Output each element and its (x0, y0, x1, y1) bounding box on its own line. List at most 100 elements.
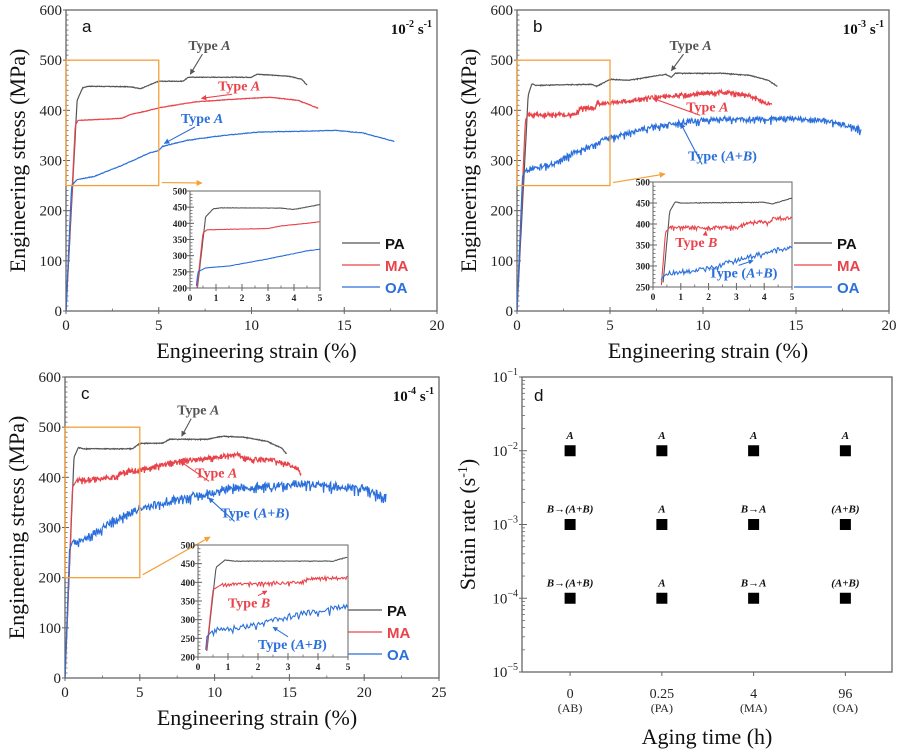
inset-curves (660, 197, 792, 286)
annotation-part: ) (752, 150, 757, 165)
tick-exponent: −1 (507, 367, 518, 378)
y-tick-label: 100 (39, 621, 62, 637)
y-tick-label: 0 (54, 671, 62, 687)
y-tick-label: 10−2 (492, 441, 518, 460)
annotation-part: Type (181, 112, 214, 127)
data-point-marker (748, 519, 760, 530)
legend-label-OA: OA (387, 647, 410, 664)
inset-y-tick-label: 300 (181, 616, 196, 626)
annotation-part: A (725, 150, 735, 165)
zoom-region-box (65, 59, 160, 187)
annotation-part: Type (670, 39, 703, 54)
annotation-part: Type (686, 100, 719, 115)
x-category-sublabel: (OA) (833, 701, 858, 715)
curve-MA (65, 450, 302, 678)
annotation-part: Type ( (258, 638, 296, 653)
x-tick-label: 10 (207, 685, 222, 701)
mechanism-label: A (657, 577, 665, 589)
annotation-part: A (294, 638, 304, 653)
y-tick-label: 100 (40, 254, 63, 270)
x-tick-label: 0 (513, 318, 521, 334)
type-annotation: Type A (686, 100, 728, 115)
x-tick-label: 5 (606, 318, 614, 334)
inset-type-annotation: Type (A+B) (258, 638, 327, 653)
legend-label-PA: PA (385, 236, 405, 253)
annotation-part: Type ( (688, 150, 726, 165)
legend-label-PA: PA (387, 603, 407, 620)
annotation-part: B (707, 236, 717, 251)
inset-x-tick-label: 2 (706, 293, 711, 303)
annotation-arrow (200, 93, 233, 101)
inset-annotation-arrow (257, 590, 268, 597)
inset-y-tick-label: 250 (636, 284, 651, 294)
inset-x-tick-label: 0 (196, 663, 201, 673)
curve-OA (65, 479, 387, 678)
annotation-part: Type (177, 404, 210, 419)
y-axis-title: Strain rate (s-1) (455, 459, 480, 590)
inset-y-tick-label: 500 (173, 188, 188, 198)
data-point-marker (839, 592, 851, 604)
x-tick-label: 15 (789, 318, 804, 334)
annotation-part: A (220, 39, 230, 54)
y-tick-label: 500 (40, 53, 63, 69)
annotation-part: A (257, 506, 267, 521)
inset-x-tick-label: 0 (651, 293, 656, 303)
mechanism-label: A (749, 430, 757, 442)
y-title-text: Strain rate (s (455, 478, 480, 590)
superscript: -1 (426, 386, 434, 397)
mechanism-label: B→(A+B) (546, 577, 594, 589)
data-point-marker (564, 592, 576, 604)
inset-type-annotation: Type B (675, 236, 717, 251)
superscript: -1 (876, 19, 884, 30)
x-axis-title: Aging time (h) (642, 724, 773, 749)
inset-curve-MA (205, 574, 348, 652)
strain-rate-label: 10-3 s-1 (843, 19, 884, 38)
tick-base: 10 (492, 518, 507, 534)
mechanism-label: A (841, 430, 849, 442)
zoom-region-box (64, 426, 141, 579)
inset-x-tick-label: 4 (762, 293, 767, 303)
rate-text: 10 (843, 22, 858, 38)
type-annotation: Type (A+B) (688, 150, 757, 165)
annotation-part: + (735, 150, 743, 165)
legend-label-MA: MA (385, 258, 408, 275)
inset-x-tick-label: 0 (188, 294, 193, 304)
inset-curve-PA (662, 197, 792, 283)
annotation-arrow (179, 460, 210, 482)
x-tick-label: 20 (882, 318, 897, 334)
x-tick-label: 0 (62, 318, 70, 334)
inset-curve-OA (660, 245, 792, 281)
panel-letter: a (82, 17, 92, 36)
y-tick-label: 10−4 (492, 588, 518, 607)
inset-y-tick-label: 400 (636, 221, 651, 231)
inset-y-tick-label: 400 (173, 220, 188, 230)
curve-MA (66, 96, 319, 311)
tick-base: 10 (492, 591, 507, 607)
y-tick-label: 600 (39, 370, 62, 386)
inset-y-tick-label: 250 (173, 268, 188, 278)
mechanism-label: B→(A+B) (546, 504, 594, 516)
inset-frame (652, 181, 793, 288)
inset-x-tick-label: 3 (286, 663, 291, 673)
annotation-part: Type (228, 597, 261, 612)
annotation-arrow (181, 418, 192, 437)
x-category-sublabel: (AB) (558, 701, 583, 715)
inset-x-tick-label: 5 (346, 663, 351, 673)
type-annotation: Type A (177, 404, 219, 419)
strain-rate-label: 10-2 s-1 (391, 19, 432, 38)
legend-label-OA: OA (837, 280, 860, 297)
legend-label-MA: MA (837, 258, 860, 275)
mechanism-label: B→A (740, 577, 767, 589)
inset-y-tick-label: 450 (173, 204, 188, 214)
y-axis-title: Engineering stress (MPa) (4, 416, 29, 640)
annotation-arrow (189, 53, 203, 75)
data-point-marker (656, 592, 668, 604)
legend-label-PA: PA (837, 236, 857, 253)
annotation-part: ) (773, 266, 778, 281)
zoom-region-box (516, 59, 611, 187)
inset-y-tick-label: 300 (636, 263, 651, 273)
x-category-label: 0.25 (650, 687, 675, 702)
y-tick-label: 100 (491, 254, 514, 270)
